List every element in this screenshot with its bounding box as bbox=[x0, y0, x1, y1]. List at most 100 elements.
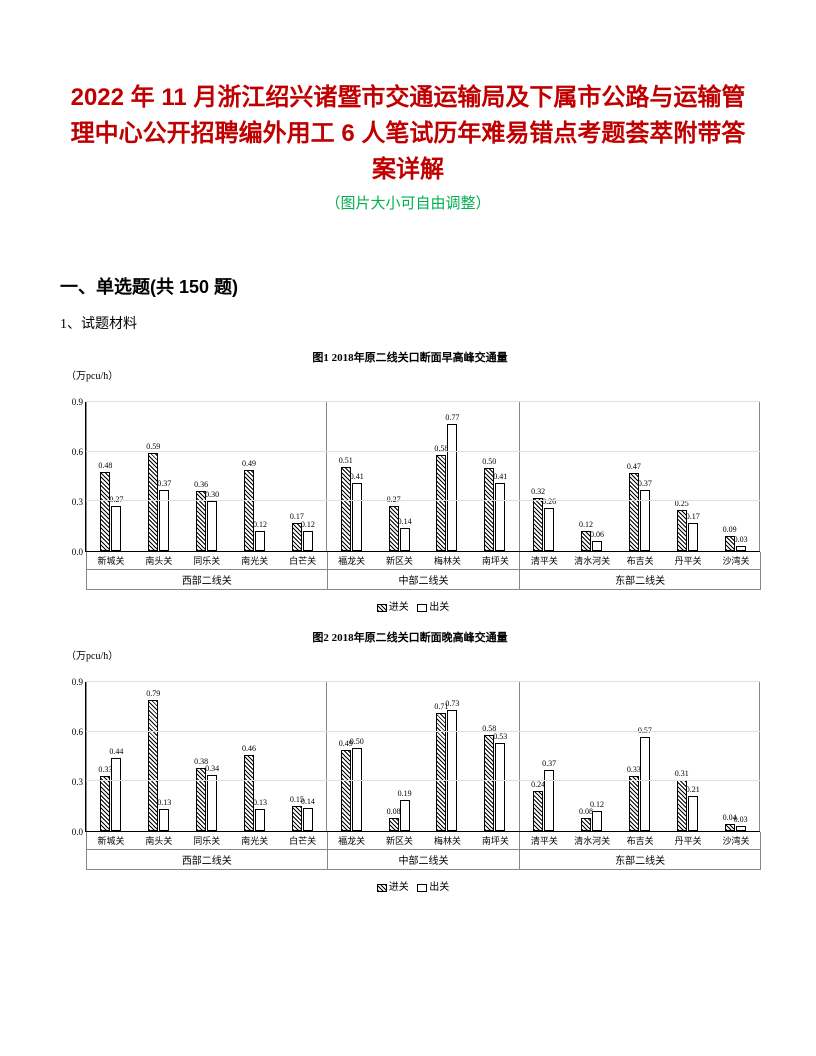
xcat-label: 福龙关 bbox=[328, 832, 376, 849]
bar-label: 0.53 bbox=[493, 732, 507, 741]
legend-swatch-in-icon bbox=[377, 884, 387, 892]
question-label: 1、试题材料 bbox=[60, 313, 756, 333]
category: 0.150.14 bbox=[278, 682, 326, 831]
bar-out: 0.12 bbox=[303, 531, 313, 551]
bar-label: 0.17 bbox=[686, 512, 700, 521]
ytick: 0.6 bbox=[72, 727, 83, 737]
bar-label: 0.08 bbox=[387, 807, 401, 816]
bar-in: 0.08 bbox=[389, 818, 399, 831]
xcat-label: 同乐关 bbox=[183, 552, 231, 569]
category: 0.380.34 bbox=[183, 682, 231, 831]
category: 0.320.26 bbox=[520, 402, 568, 551]
xcat-label: 白芒关 bbox=[279, 832, 327, 849]
bar-in: 0.46 bbox=[244, 755, 254, 831]
bar-out: 0.73 bbox=[447, 710, 457, 831]
bar-label: 0.50 bbox=[350, 737, 364, 746]
bar-out: 0.06 bbox=[592, 541, 602, 551]
bar-in: 0.32 bbox=[533, 498, 543, 551]
bar-label: 0.41 bbox=[493, 472, 507, 481]
chart-1-xaxis: 新城关南头关同乐关南光关白芒关西部二线关福龙关新区关梅林关南坪关中部二线关清平关… bbox=[86, 552, 760, 590]
bar-out: 0.37 bbox=[544, 770, 554, 831]
bar-label: 0.14 bbox=[301, 797, 315, 806]
category: 0.490.50 bbox=[327, 682, 375, 831]
category: 0.49 0.12 bbox=[231, 402, 279, 551]
group-region: 0.490.500.080.190.710.730.580.53 bbox=[327, 682, 519, 831]
category: 0.080.12 bbox=[568, 682, 616, 831]
chart-1-yaxis: 0.00.30.60.9 bbox=[60, 402, 86, 552]
bar-out: 0.27 bbox=[111, 506, 121, 551]
xcat-label: 梅林关 bbox=[424, 552, 472, 569]
chart-1-ylabel: （万pcu/h） bbox=[66, 367, 760, 382]
bar-label: 0.49 bbox=[242, 459, 256, 468]
xcat-label: 清水河关 bbox=[568, 832, 616, 849]
bar-out: 0.34 bbox=[207, 775, 217, 831]
bar-out: 0.12 bbox=[255, 531, 265, 551]
chart-2-legend: 进关 出关 bbox=[60, 878, 760, 893]
bar-label: 0.03 bbox=[734, 535, 748, 544]
xcat-label: 沙湾关 bbox=[712, 552, 760, 569]
page-title: 2022 年 11 月浙江绍兴诸暨市交通运输局及下属市公路与运输管理中心公开招聘… bbox=[60, 80, 756, 188]
ytick: 0.9 bbox=[72, 677, 83, 687]
xcat-label: 新城关 bbox=[87, 832, 135, 849]
page-subtitle: （图片大小可自由调整） bbox=[60, 192, 756, 213]
bar-in: 0.27 bbox=[389, 506, 399, 551]
bar-label: 0.21 bbox=[686, 785, 700, 794]
category: 0.33 0.44 bbox=[87, 682, 135, 831]
bar-out: 0.13 bbox=[255, 809, 265, 831]
legend-out-label: 出关 bbox=[429, 602, 449, 613]
xgroup: 福龙关新区关梅林关南坪关中部二线关 bbox=[327, 552, 521, 590]
bar-label: 0.03 bbox=[734, 815, 748, 824]
group-region: 0.320.260.120.060.470.370.250.170.090.03 bbox=[520, 402, 760, 551]
bar-label: 0.44 bbox=[109, 747, 123, 756]
bar-in: 0.49 bbox=[341, 750, 351, 831]
bar-out: 0.13 bbox=[159, 809, 169, 831]
bar-in: 0.59 bbox=[148, 453, 158, 551]
xcat-label: 南光关 bbox=[231, 832, 279, 849]
bar-label: 0.50 bbox=[482, 457, 496, 466]
xgroup-label: 东部二线关 bbox=[520, 849, 760, 869]
ytick: 0.3 bbox=[72, 777, 83, 787]
bar-out: 0.19 bbox=[400, 800, 410, 831]
xcat-label: 新区关 bbox=[376, 552, 424, 569]
xcat-label: 南坪关 bbox=[471, 832, 519, 849]
legend-swatch-in-icon bbox=[377, 604, 387, 612]
legend-in-label: 进关 bbox=[389, 602, 409, 613]
bar-out: 0.50 bbox=[352, 748, 362, 831]
bar-label: 0.12 bbox=[579, 520, 593, 529]
xgroup-label: 东部二线关 bbox=[520, 569, 760, 589]
xcat-label: 丹平关 bbox=[664, 832, 712, 849]
bar-out: 0.37 bbox=[159, 490, 169, 551]
bar-label: 0.19 bbox=[398, 789, 412, 798]
xcat-label: 同乐关 bbox=[183, 832, 231, 849]
category: 0.080.19 bbox=[375, 682, 423, 831]
category: 0.460.13 bbox=[231, 682, 279, 831]
xcat-label: 新区关 bbox=[376, 832, 424, 849]
category: 0.090.03 bbox=[711, 402, 759, 551]
category: 0.170.12 bbox=[278, 402, 326, 551]
xgroup: 清平关清水河关布吉关丹平关沙湾关东部二线关 bbox=[519, 552, 761, 590]
bar-label: 0.32 bbox=[531, 487, 545, 496]
bar-in: 0.38 bbox=[196, 768, 206, 831]
bar-out: 0.03 bbox=[736, 546, 746, 551]
category: 0.480.27 bbox=[87, 402, 135, 551]
bar-out: 0.21 bbox=[688, 796, 698, 831]
bar-label: 0.37 bbox=[157, 479, 171, 488]
chart-2: 图2 2018年原二线关口断面晚高峰交通量 （万pcu/h） 0.00.30.6… bbox=[60, 629, 760, 893]
category: 0.590.37 bbox=[135, 402, 183, 551]
xcat-label: 梅林关 bbox=[424, 832, 472, 849]
ytick: 0.0 bbox=[72, 827, 83, 837]
category: 0.040.03 bbox=[711, 682, 759, 831]
xcat-label: 南坪关 bbox=[471, 552, 519, 569]
bar-label: 0.24 bbox=[531, 780, 545, 789]
bar-out: 0.41 bbox=[352, 483, 362, 551]
bar-in: 0.58 bbox=[484, 735, 494, 831]
bar-label: 0.31 bbox=[675, 769, 689, 778]
bar-label: 0.06 bbox=[590, 530, 604, 539]
bar-label: 0.12 bbox=[301, 520, 315, 529]
bar-label: 0.37 bbox=[638, 479, 652, 488]
legend-swatch-out-icon bbox=[417, 884, 427, 892]
bar-out: 0.26 bbox=[544, 508, 554, 551]
bar-in: 0.33 bbox=[100, 776, 110, 831]
bar-label: 0.14 bbox=[398, 517, 412, 526]
legend-out-label: 出关 bbox=[429, 882, 449, 893]
